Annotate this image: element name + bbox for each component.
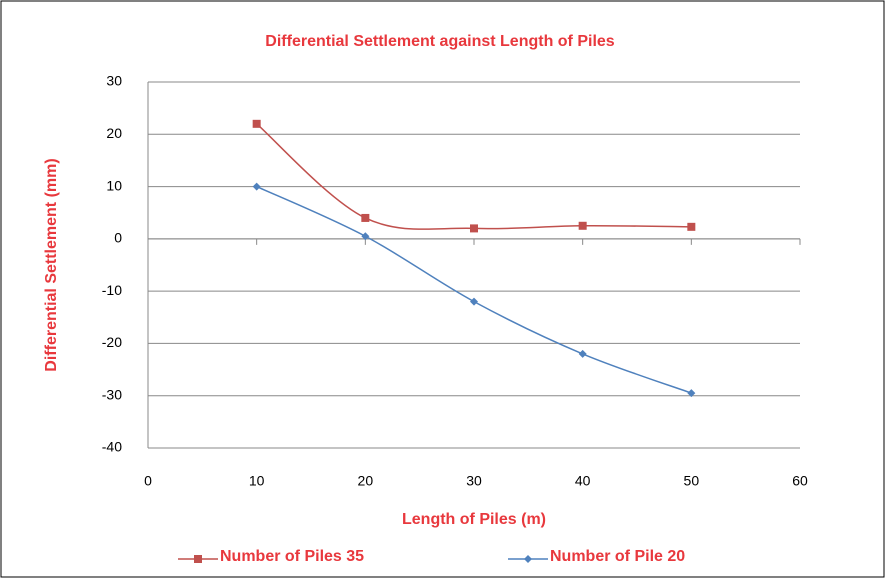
x-tick-label: 20 <box>358 473 374 489</box>
y-tick-label: -30 <box>102 386 122 402</box>
x-tick-label: 30 <box>466 473 482 489</box>
y-axis-label: Differential Settlement (mm) <box>43 158 60 371</box>
marker <box>361 232 370 241</box>
marker <box>252 182 261 191</box>
y-tick-label: 0 <box>114 230 122 246</box>
y-tick-label: 20 <box>106 125 122 141</box>
y-tick-label: -40 <box>102 439 122 455</box>
y-tick-label: -10 <box>102 282 122 298</box>
marker <box>578 221 587 230</box>
marker <box>252 119 261 128</box>
legend-marker <box>524 555 532 563</box>
marker <box>470 224 478 233</box>
chart-title: Differential Settlement against Length o… <box>265 33 614 50</box>
marker <box>687 222 696 231</box>
x-tick-label: 0 <box>144 473 152 489</box>
marker <box>470 297 478 306</box>
x-tick-label: 10 <box>249 473 265 489</box>
y-tick-label: 10 <box>106 177 122 193</box>
marker <box>687 389 696 398</box>
x-tick-label: 50 <box>684 473 700 489</box>
y-tick-label: 30 <box>106 73 122 89</box>
legend-label: Number of Pile 20 <box>550 548 685 565</box>
y-tick-label: -20 <box>102 334 122 350</box>
x-axis-label: Length of Piles (m) <box>402 511 546 528</box>
x-tick-label: 40 <box>575 473 591 489</box>
marker <box>578 349 587 358</box>
legend-marker <box>194 555 202 563</box>
x-tick-label: 60 <box>792 473 808 489</box>
marker <box>361 213 370 222</box>
legend-label: Number of Piles 35 <box>220 548 364 565</box>
